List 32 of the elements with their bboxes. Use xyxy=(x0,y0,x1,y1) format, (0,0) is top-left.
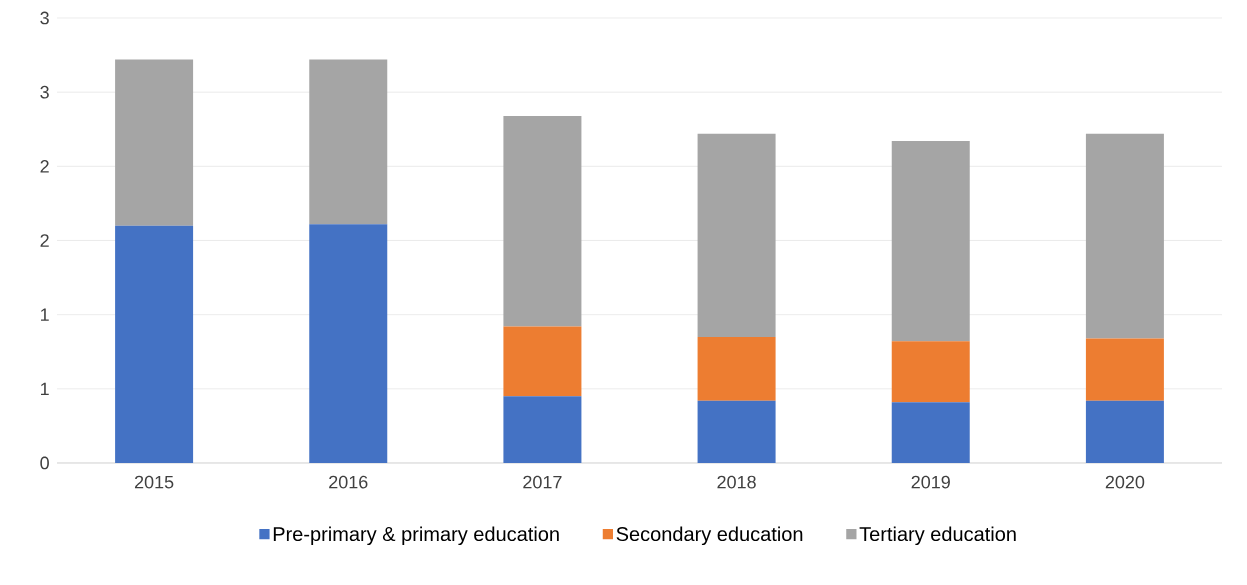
bar xyxy=(503,326,582,397)
bar xyxy=(697,133,776,337)
y-tick-label: 2 xyxy=(40,160,49,173)
x-tick-label: 2020 xyxy=(1105,475,1145,489)
x-tick-label: 2016 xyxy=(329,475,368,489)
bar xyxy=(503,396,582,463)
bar xyxy=(503,115,582,327)
bar xyxy=(115,225,194,463)
bar xyxy=(891,402,970,463)
bar xyxy=(891,341,970,403)
x-tick-label: 2018 xyxy=(717,475,756,489)
x-tick-label: 2019 xyxy=(911,475,950,489)
bar xyxy=(697,400,776,463)
y-tick-label: 1 xyxy=(41,382,49,396)
legend-label: Secondary education xyxy=(616,526,803,546)
y-tick-label: 2 xyxy=(40,234,49,247)
legend-label: Tertiary education xyxy=(859,526,1016,546)
x-tick-label: 2017 xyxy=(523,475,562,489)
legend-label: Pre-primary & primary education xyxy=(273,526,559,546)
x-tick-label: 2015 xyxy=(134,475,174,489)
bar xyxy=(309,224,388,463)
bar xyxy=(1085,133,1164,339)
y-tick-label: 0 xyxy=(40,456,49,470)
y-tick-label: 1 xyxy=(41,308,49,321)
y-tick-label: 3 xyxy=(40,11,49,25)
bar xyxy=(891,141,970,342)
bar xyxy=(309,59,388,225)
bar xyxy=(115,59,194,226)
bar xyxy=(697,336,776,401)
bar xyxy=(1085,338,1164,401)
y-tick-label: 3 xyxy=(40,85,49,99)
bar xyxy=(1085,400,1164,463)
